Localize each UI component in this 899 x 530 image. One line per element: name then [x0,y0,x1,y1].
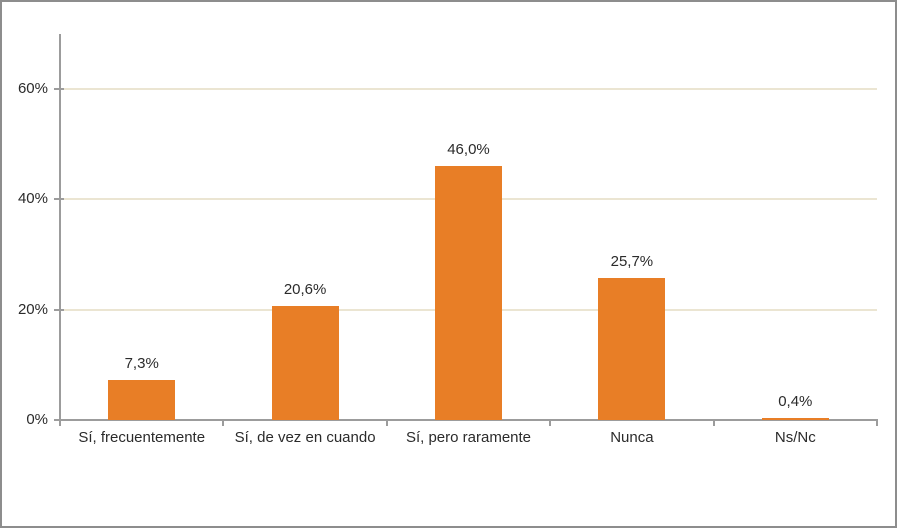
y-axis-label: 0% [26,411,48,428]
bar-value-label: 46,0% [447,141,490,159]
x-axis-category-label: Sí, pero raramente [405,429,532,446]
x-axis-tick [876,420,878,426]
y-axis-label: 60% [17,80,48,98]
bar-value-label: 20,6% [283,281,327,299]
x-axis-category-label: Sí, frecuentemente [78,429,206,446]
x-axis-tick [712,420,715,426]
x-axis-tick [385,420,388,426]
bar [271,306,339,420]
x-axis-tick [59,420,61,426]
bar-value-label: 0,4% [778,392,813,410]
x-axis-line [60,419,878,421]
bar [598,278,666,420]
x-axis-tick [549,420,552,426]
bar-value-label: 7,3% [124,354,159,372]
x-axis-tick [222,420,225,426]
bar [435,166,502,420]
x-axis-category-label: Sí, de vez en cuando [234,429,376,446]
bar [108,379,176,420]
bar [761,417,829,420]
bar-value-label: 25,7% [610,253,654,271]
y-axis-label: 20% [17,300,48,318]
gridline [60,88,877,91]
y-axis-label: 40% [17,190,48,208]
x-axis-category-label: Nunca [610,429,654,446]
x-axis-category-label: Ns/Nc [774,429,816,446]
y-axis-line [59,34,61,421]
